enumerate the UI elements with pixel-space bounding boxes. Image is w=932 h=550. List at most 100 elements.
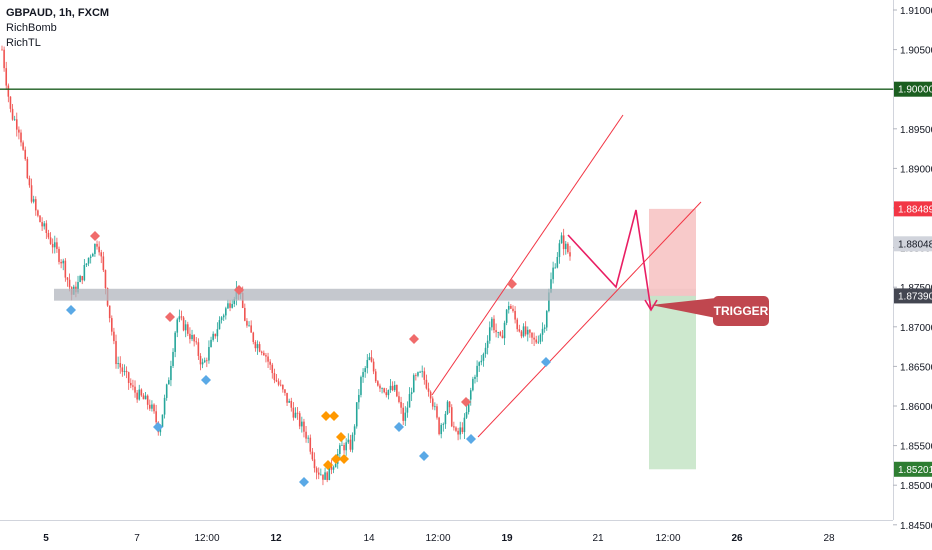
candle-body	[140, 389, 143, 396]
y-tick-label: 1.90500	[900, 46, 932, 57]
price-label-entry	[894, 288, 932, 304]
candle-body	[463, 417, 466, 433]
candle-body	[358, 394, 360, 403]
candle-body	[119, 363, 122, 368]
candle-body	[467, 399, 470, 413]
candle-body	[201, 362, 204, 365]
signal-diamond-icon	[329, 411, 339, 421]
candle-body	[558, 243, 561, 257]
x-tick-label: 12:00	[655, 533, 680, 544]
candle-body	[34, 199, 37, 211]
candle-body	[165, 384, 168, 398]
candle-body	[47, 232, 50, 238]
candle-body	[155, 411, 157, 423]
candle-body	[212, 333, 214, 340]
candle-body	[385, 392, 388, 396]
signal-diamond-icon	[66, 305, 76, 315]
candle-body	[486, 340, 489, 348]
candle-body	[501, 335, 504, 339]
signal-diamond-icon	[336, 432, 346, 442]
trigger-pointer	[651, 298, 716, 318]
signal-diamond-icon	[419, 451, 429, 461]
candle-body	[102, 256, 105, 271]
x-tick-label: 21	[592, 533, 604, 544]
candle-body	[282, 384, 284, 390]
candle-body	[415, 375, 417, 376]
candle-body	[113, 331, 115, 342]
candle-body	[362, 372, 364, 378]
candle-body	[347, 439, 350, 443]
indicator-richbomb[interactable]: RichBomb	[6, 22, 57, 34]
candle-body	[51, 243, 54, 248]
candle-body	[444, 413, 447, 425]
candle-body	[484, 347, 487, 354]
candle-body	[455, 427, 457, 431]
candle-body	[77, 282, 79, 293]
candle-body	[370, 357, 373, 362]
candle-body	[288, 400, 290, 403]
candle-body	[256, 344, 259, 349]
signal-diamond-icon	[321, 411, 331, 421]
candle-body	[429, 391, 432, 399]
candle-body	[326, 472, 328, 481]
candle-body	[110, 318, 113, 332]
candle-body	[9, 96, 12, 109]
candle-body	[453, 426, 455, 428]
signal-diamond-icon	[394, 422, 404, 432]
trigger-callout	[713, 296, 769, 326]
candle-body	[56, 242, 58, 249]
candle-body	[488, 327, 491, 341]
candle-body	[510, 305, 512, 309]
candle-body	[374, 371, 377, 382]
candle-body	[520, 331, 523, 337]
symbol-title[interactable]: GBPAUD, 1h, FXCM	[6, 7, 110, 19]
candle-body	[216, 329, 219, 337]
candle-body	[366, 359, 369, 369]
candle-body	[298, 413, 301, 427]
candle-body	[5, 68, 8, 86]
signal-diamond-icon	[165, 312, 175, 322]
indicator-richtl[interactable]: RichTL	[6, 37, 41, 49]
candle-body	[545, 311, 548, 328]
candle-body	[244, 307, 246, 321]
candle-body	[334, 463, 337, 468]
candle-body	[39, 215, 41, 223]
candle-body	[58, 248, 60, 262]
candle-body	[32, 199, 35, 202]
candle-body	[412, 375, 415, 393]
candle-body	[518, 329, 521, 332]
candle-body	[87, 257, 90, 264]
candle-body	[423, 371, 426, 380]
candle-body	[512, 308, 514, 311]
candle-body	[320, 474, 322, 476]
candle-body	[408, 394, 411, 408]
candle-body	[265, 355, 267, 357]
signal-diamond-icon	[466, 434, 476, 444]
candle-body	[254, 341, 257, 349]
candle-body	[389, 385, 392, 391]
candle-body	[123, 370, 126, 372]
candle-body	[480, 360, 483, 363]
candle-body	[3, 49, 5, 69]
candle-body	[144, 395, 147, 400]
candle-body	[543, 327, 546, 329]
candle-body	[406, 407, 409, 413]
candle-body	[203, 360, 206, 363]
candle-body	[311, 451, 314, 460]
candle-body	[279, 384, 282, 386]
candle-body	[372, 361, 375, 372]
candle-body	[26, 159, 29, 179]
candle-body	[391, 385, 394, 391]
candle-body	[425, 379, 428, 389]
candle-body	[495, 330, 497, 333]
candle-body	[174, 332, 176, 352]
candle-body	[393, 384, 396, 391]
x-tick-label: 7	[134, 533, 140, 544]
candle-body	[195, 341, 198, 343]
candle-body	[457, 430, 459, 435]
candle-body	[184, 324, 187, 331]
trigger-label: TRIGGER	[714, 304, 769, 318]
candle-body	[246, 320, 248, 326]
candle-body	[474, 376, 476, 379]
